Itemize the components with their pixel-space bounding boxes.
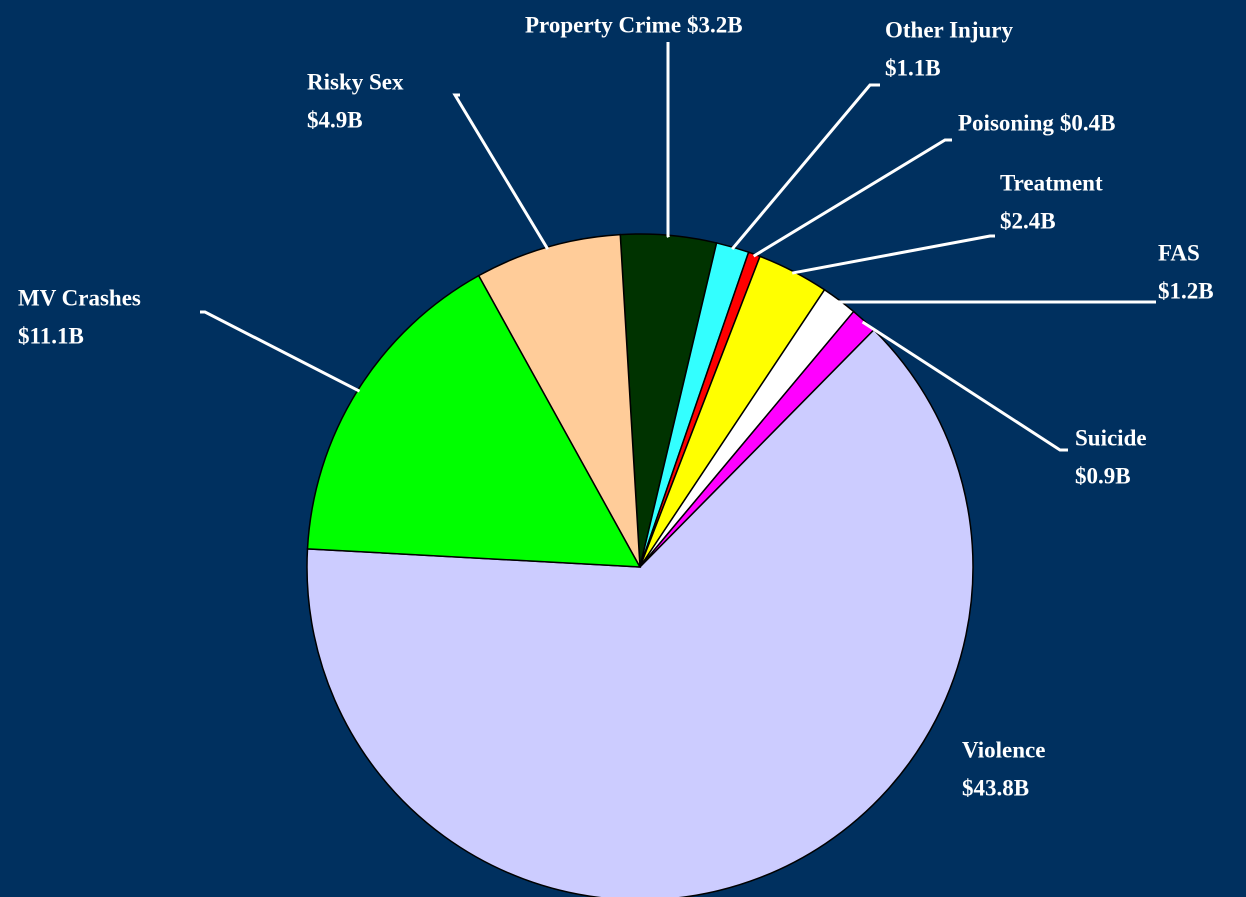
- slice-label-value: $0.4B: [1060, 110, 1116, 135]
- slice-label-name: Other Injury: [885, 17, 1013, 42]
- slice-label-name: Poisoning: [958, 110, 1054, 135]
- leader-line: [752, 138, 952, 258]
- slice-label-value: $1.2B: [1158, 278, 1214, 303]
- slice-label-name: MV Crashes: [18, 285, 141, 310]
- slice-label-name: Property Crime: [525, 12, 681, 37]
- slice-label-name: Treatment: [1000, 170, 1103, 195]
- slice-label-name: Suicide: [1075, 425, 1147, 450]
- slice-label-name: Violence: [962, 737, 1045, 762]
- slice-label-value: $0.9B: [1075, 463, 1131, 488]
- leader-line: [452, 93, 550, 250]
- slice-label-value: $43.8B: [962, 775, 1029, 800]
- leader-line: [791, 234, 995, 275]
- leader-line: [666, 42, 670, 238]
- slice-label-name: FAS: [1158, 240, 1200, 265]
- leader-line: [200, 310, 361, 393]
- slice-label-value: $2.4B: [1000, 208, 1056, 233]
- slice-label-value: $11.1B: [18, 323, 84, 348]
- pie-slice: [306, 328, 974, 897]
- slice-label-value: $3.2B: [687, 12, 743, 37]
- leader-line: [861, 320, 1068, 452]
- slice-label-value: $1.1B: [885, 55, 941, 80]
- leader-line: [731, 83, 880, 251]
- slice-label-name: Risky Sex: [307, 69, 404, 94]
- slice-label-value: $4.9B: [307, 107, 363, 132]
